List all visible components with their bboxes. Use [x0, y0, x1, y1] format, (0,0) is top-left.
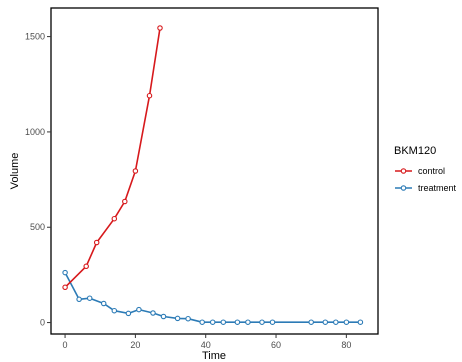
plot-panel-border — [50, 7, 379, 335]
y-tick-label: 500 — [30, 222, 45, 232]
data-point-treatment — [333, 319, 339, 325]
y-tick-label: 0 — [40, 318, 45, 328]
x-tick-label: 20 — [130, 340, 140, 350]
y-tick-label: 1500 — [25, 32, 45, 42]
legend-title: BKM120 — [394, 145, 436, 157]
series-treatment — [62, 269, 364, 325]
data-point-treatment — [343, 319, 350, 325]
legend-key-point — [400, 185, 407, 191]
data-point-treatment — [62, 269, 68, 276]
data-point-treatment — [322, 319, 329, 325]
legend-label-treatment: treatment — [418, 183, 457, 193]
data-point-treatment — [86, 295, 93, 301]
legend-item-control: control — [395, 166, 445, 176]
data-point-treatment — [199, 319, 205, 325]
data-point-control — [132, 168, 139, 174]
data-point-treatment — [100, 300, 107, 307]
x-tick-label: 60 — [271, 340, 281, 350]
x-tick-label: 80 — [341, 340, 351, 350]
data-point-treatment — [125, 310, 132, 317]
data-point-treatment — [209, 319, 216, 325]
series-control — [62, 25, 163, 291]
x-tick-label: 0 — [63, 340, 68, 350]
x-axis-title: Time — [202, 350, 226, 362]
data-point-treatment — [357, 319, 364, 325]
y-axis-title: Volume — [9, 153, 21, 190]
data-point-control — [93, 239, 100, 246]
data-point-control — [146, 92, 153, 99]
data-point-treatment — [136, 306, 142, 313]
data-point-treatment — [220, 319, 227, 325]
x-tick-label: 40 — [201, 340, 211, 350]
data-point-treatment — [259, 319, 265, 325]
x-axis: 0 20 40 60 80 — [63, 334, 351, 350]
data-point-treatment — [174, 315, 181, 322]
data-point-control — [157, 25, 163, 31]
data-point-treatment — [269, 319, 276, 325]
data-point-treatment — [308, 319, 314, 325]
data-point-control — [62, 284, 68, 291]
data-point-control — [122, 198, 128, 205]
legend-item-treatment: treatment — [395, 183, 457, 193]
data-point-control — [83, 263, 89, 270]
data-point-treatment — [111, 307, 118, 314]
y-axis: 0 500 1000 1500 — [25, 32, 51, 328]
data-point-control — [111, 215, 118, 222]
series-line-control — [64, 27, 161, 288]
data-point-treatment — [245, 319, 251, 325]
legend-label-control: control — [418, 166, 445, 176]
legend-key-point — [400, 168, 407, 174]
data-point-treatment — [160, 313, 167, 320]
data-point-treatment — [234, 319, 241, 325]
data-point-treatment — [150, 310, 156, 316]
y-tick-label: 1000 — [25, 127, 45, 137]
data-point-treatment — [76, 296, 82, 303]
plot-area — [62, 25, 364, 325]
data-point-treatment — [185, 315, 191, 322]
legend: BKM120 control treatment — [394, 145, 457, 193]
